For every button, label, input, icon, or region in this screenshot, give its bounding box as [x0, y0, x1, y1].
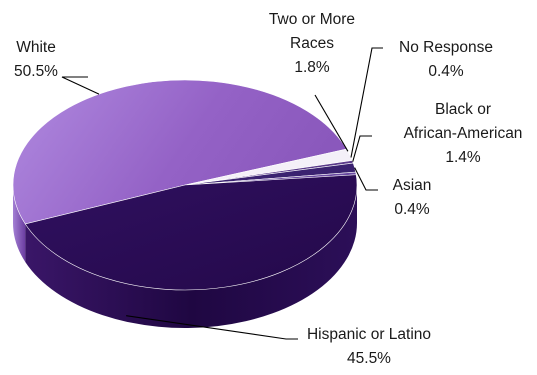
- pie-sides: [13, 185, 357, 328]
- slice-label-asian: Asian 0.4%: [393, 177, 432, 218]
- slice-name-noresp: No Response: [399, 39, 493, 56]
- leader-line-black: [352, 135, 372, 162]
- leader-line-asian: [354, 167, 378, 191]
- leader-lines: [61, 47, 383, 340]
- pie-slice-white: [12, 79, 348, 225]
- slice-name-asian: Asian: [393, 177, 432, 194]
- pie-side-hispanic: [25, 185, 357, 328]
- slice-name-black: Black or: [435, 101, 491, 118]
- leader-line-twomore: [314, 94, 349, 152]
- pie-slices: [12, 79, 358, 291]
- leader-line-hispanic: [126, 315, 298, 340]
- slice-name-white: White: [16, 39, 56, 56]
- slice-name-black: African-American: [404, 125, 523, 142]
- slice-name-hispanic: Hispanic or Latino: [307, 326, 431, 343]
- slice-name-twomore: Races: [290, 35, 334, 52]
- slice-value-twomore: 1.8%: [294, 59, 330, 76]
- slice-value-asian: 0.4%: [394, 201, 430, 218]
- leader-line-noresp: [350, 47, 383, 158]
- slice-value-noresp: 0.4%: [428, 63, 464, 80]
- slice-label-twomore: Two or More Races 1.8%: [269, 11, 355, 76]
- slice-value-black: 1.4%: [445, 149, 481, 166]
- pie-side-white: [13, 185, 26, 262]
- pie-slice-hispanic: [24, 174, 358, 291]
- leader-line-white: [61, 76, 100, 95]
- slice-labels: White 50.5% Two or More Races 1.8% No Respons…: [14, 11, 522, 367]
- slice-label-noresp: No Response 0.4%: [399, 39, 493, 80]
- slice-label-white: White 50.5%: [14, 39, 58, 80]
- slice-value-white: 50.5%: [14, 63, 58, 80]
- slice-label-hispanic: Hispanic or Latino 45.5%: [307, 326, 431, 367]
- slice-label-black: Black or African-American 1.4%: [404, 101, 523, 166]
- slice-name-twomore: Two or More: [269, 11, 355, 28]
- slice-value-hispanic: 45.5%: [347, 350, 391, 367]
